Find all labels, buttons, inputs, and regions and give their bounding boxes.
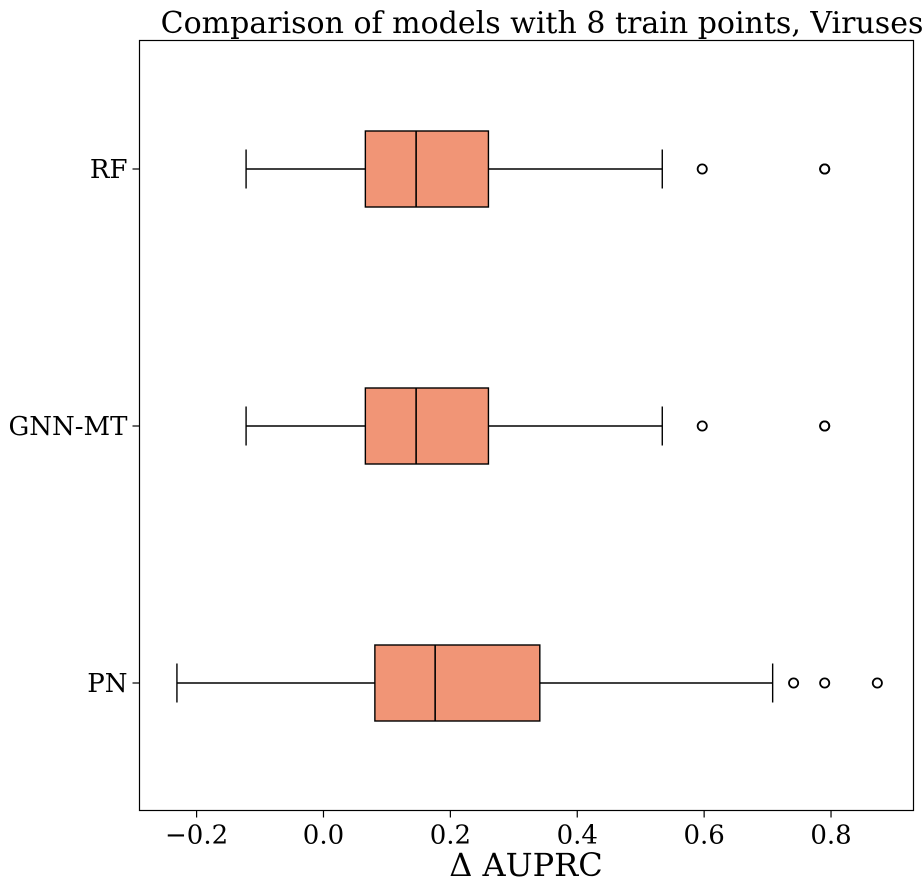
outlier-point [788,677,800,689]
chart-title: Comparison of models with 8 train points… [161,6,924,41]
outlier-point [819,420,831,432]
x-tick-label: 0.0 [303,821,344,851]
outlier-point [819,677,831,689]
outlier-point [871,677,883,689]
y-tick-label-gnn-mt: GNN-MT [8,412,128,442]
box-iqr [364,130,490,208]
box-iqr [374,644,541,722]
outlier-point [696,420,708,432]
y-axis: RF GNN-MT PN [8,155,140,699]
boxplot-pn [176,644,883,722]
y-tick-label-rf: RF [90,155,128,185]
x-axis: −0.2 0.0 0.2 0.4 0.6 0.8 [165,810,852,851]
x-tick-label: 0.2 [430,821,471,851]
x-tick-label: 0.6 [683,821,724,851]
x-tick-label: 0.4 [557,821,598,851]
box-iqr [364,387,490,465]
x-tick-label: 0.8 [810,821,851,851]
x-tick-label: −0.2 [165,821,228,851]
plot-layer [176,130,883,722]
y-tick-label-pn: PN [87,669,127,699]
boxplot-rf [245,130,831,208]
boxplot-gnn-mt [245,387,831,465]
x-axis-title: Δ AUPRC [449,846,602,884]
outlier-point [819,163,831,175]
outlier-point [696,163,708,175]
